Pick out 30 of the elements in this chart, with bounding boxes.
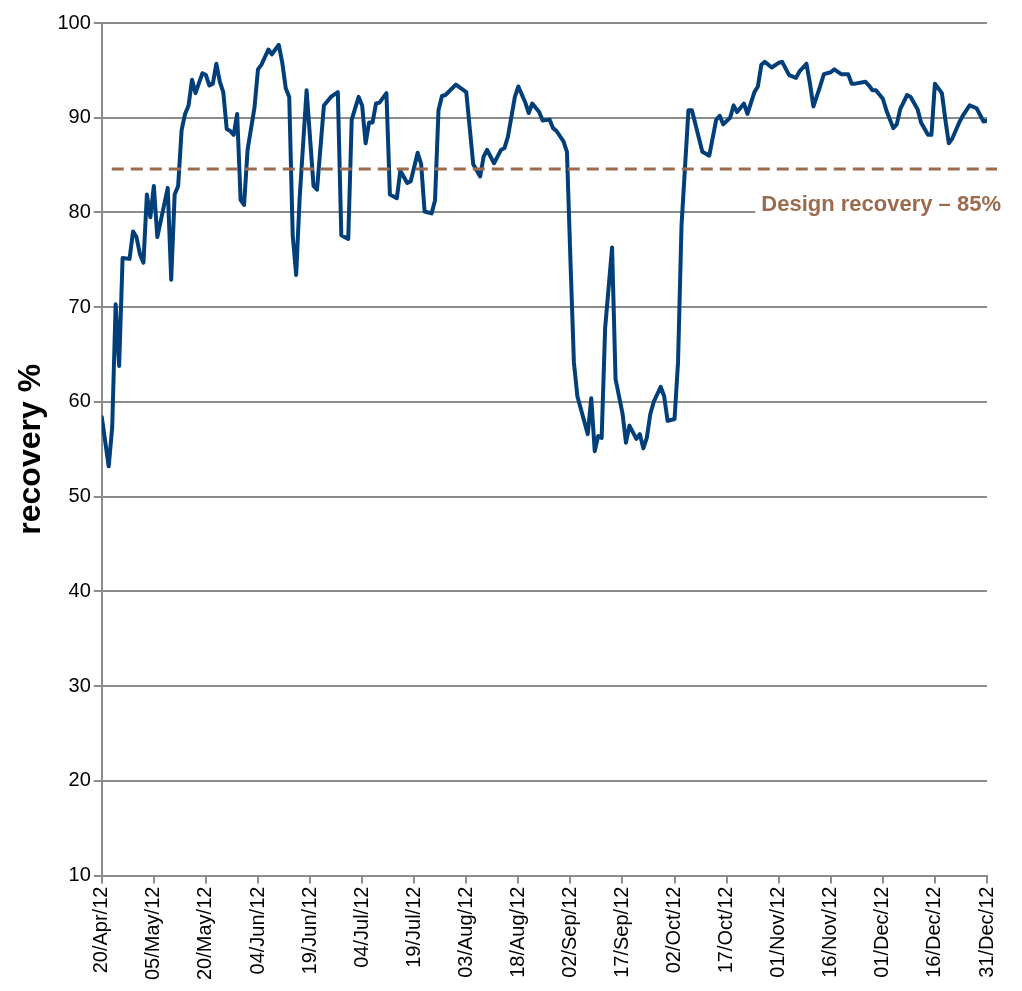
y-tick-label: 20 xyxy=(68,768,91,791)
x-tick-label: 16/Nov/12 xyxy=(818,886,841,978)
x-tick-label: 19/Jun/12 xyxy=(297,886,320,975)
x-tick-label: 20/May/12 xyxy=(193,886,216,980)
y-tick-label: 50 xyxy=(68,484,91,507)
x-tick-label: 01/Nov/12 xyxy=(766,886,789,978)
x-tick-label: 02/Sep/12 xyxy=(557,886,580,978)
y-tick-label: 70 xyxy=(68,294,91,317)
y-tick-label: 10 xyxy=(68,863,91,886)
y-tick-label: 60 xyxy=(68,389,91,412)
y-axis-title: recovery % xyxy=(11,363,48,535)
ref-line-label: Design recovery – 85% xyxy=(761,190,1001,216)
x-tick-label: 04/Jul/12 xyxy=(349,886,372,968)
y-tick-label: 40 xyxy=(68,578,91,601)
x-tick-label: 01/Dec/12 xyxy=(870,886,893,978)
x-tick-label: 18/Aug/12 xyxy=(505,886,528,978)
x-tick-label: 05/May/12 xyxy=(141,886,164,980)
x-tick-label: 02/Oct/12 xyxy=(662,886,685,974)
x-tick-label: 17/Sep/12 xyxy=(610,886,633,978)
x-tick-label: 31/Dec/12 xyxy=(974,886,997,978)
x-tick-label: 20/Apr/12 xyxy=(89,886,112,974)
x-tick-label: 03/Aug/12 xyxy=(453,886,476,978)
y-tick-label: 80 xyxy=(68,199,91,222)
y-tick-label: 30 xyxy=(68,673,91,696)
y-tick-label: 100 xyxy=(57,10,91,33)
y-tick-label: 90 xyxy=(68,105,91,128)
x-tick-label: 19/Jul/12 xyxy=(401,886,424,968)
x-tick-label: 04/Jun/12 xyxy=(245,886,268,975)
x-tick-label: 16/Dec/12 xyxy=(922,886,945,978)
x-tick-label: 17/Oct/12 xyxy=(714,886,737,974)
